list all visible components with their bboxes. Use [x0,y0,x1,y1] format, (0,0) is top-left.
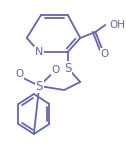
Text: N: N [35,47,43,57]
Text: S: S [64,61,71,74]
Text: O: O [15,69,24,79]
Text: O: O [51,65,59,75]
Text: OH: OH [110,20,126,30]
Text: O: O [100,49,108,59]
Text: S: S [36,79,43,92]
